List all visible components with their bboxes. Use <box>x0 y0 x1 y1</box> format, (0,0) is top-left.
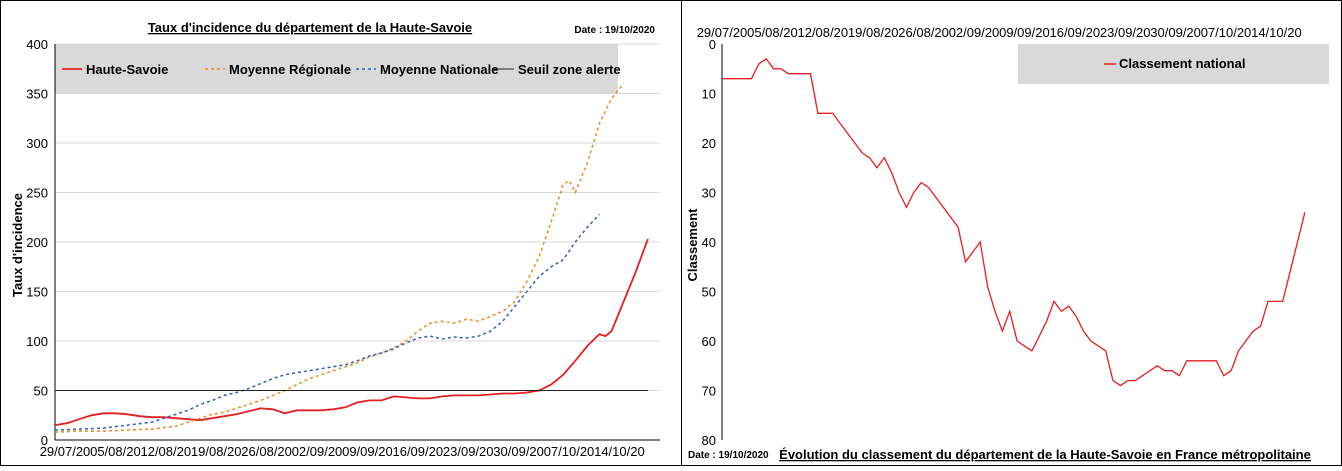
left-axes: 0 50 100 150 200 250 300 350 400 29/07/20 05/08/20… <box>26 37 660 459</box>
right-y-tick-label: 50 <box>702 285 716 300</box>
right-x-tick-label: 05/08/20 <box>747 25 798 40</box>
right-axes: 0 10 20 30 40 50 60 70 80 29/07/20 05/08/20 12/08/2… <box>697 25 1302 448</box>
right-series-group <box>722 58 1306 387</box>
right-series-line-0 <box>722 58 1306 387</box>
right-legend-label: Classement national <box>1119 56 1245 71</box>
left-y-tick-label: 50 <box>34 384 48 399</box>
left-x-tick-label: 12/08/20 <box>140 444 191 459</box>
left-legend-label: Moyenne Nationale <box>380 62 498 77</box>
right-y-tick-label: 70 <box>702 384 716 399</box>
right-x-tick-label: 29/07/20 <box>697 25 748 40</box>
right-x-tick-label: 12/08/20 <box>797 25 848 40</box>
left-x-tick-label: 26/08/20 <box>241 444 292 459</box>
right-x-tick-label: 02/09/20 <box>949 25 1000 40</box>
left-x-tick-label: 19/08/20 <box>191 444 242 459</box>
left-x-tick-label: 29/07/20 <box>40 444 91 459</box>
left-y-tick-label: 250 <box>26 186 48 201</box>
left-y-tick-label: 200 <box>26 235 48 250</box>
left-legend-background <box>55 44 618 94</box>
right-x-tick-label: 23/09/20 <box>1100 25 1151 40</box>
right-legend: Classement national <box>1018 44 1329 84</box>
left-x-tick-label: 16/09/20 <box>392 444 443 459</box>
left-y-tick-label: 150 <box>26 285 48 300</box>
right-x-tick-label: 14/10/20 <box>1251 25 1302 40</box>
left-legend-label: Haute-Savoie <box>86 62 168 77</box>
right-x-tick-label: 26/08/20 <box>898 25 949 40</box>
left-y-tick-label: 400 <box>26 37 48 52</box>
left-legend-label: Moyenne Régionale <box>229 62 351 77</box>
right-x-tick-label: 09/09/20 <box>999 25 1050 40</box>
left-y-tick-label: 100 <box>26 334 48 349</box>
right-x-tick-label: 19/08/20 <box>848 25 899 40</box>
right-y-tick-label: 10 <box>702 87 716 102</box>
left-x-tick-label: 09/09/20 <box>342 444 393 459</box>
right-y-tick-label: 80 <box>702 433 716 448</box>
right-x-tick-label: 16/09/20 <box>1049 25 1100 40</box>
left-chart-date: Date : 19/10/2020 <box>574 25 655 36</box>
left-legend: Haute-Savoie Moyenne Régionale Moyenne Nat… <box>55 44 621 94</box>
right-chart-footer-title: Évolution du classement du département d… <box>779 447 1311 462</box>
right-x-tick-label: 07/10/20 <box>1201 25 1252 40</box>
left-series-line-0 <box>54 238 649 426</box>
right-y-tick-label: 30 <box>702 186 716 201</box>
left-chart-title: Taux d'incidence du département de la Ha… <box>148 20 472 35</box>
right-y-tick-label: 20 <box>702 136 716 151</box>
left-y-axis-label: Taux d'incidence <box>10 193 25 297</box>
left-y-tick-label: 350 <box>26 87 48 102</box>
left-series-line-2 <box>54 213 601 431</box>
left-legend-label: Seuil zone alerte <box>518 62 621 77</box>
right-y-tick-label: 0 <box>709 37 716 52</box>
left-series-group <box>54 83 649 433</box>
right-y-tick-label: 40 <box>702 235 716 250</box>
right-legend-background <box>1018 44 1329 84</box>
left-x-tick-label: 30/09/20 <box>493 444 544 459</box>
left-x-tick-label: 02/09/20 <box>292 444 343 459</box>
right-y-axis-label: Classement <box>685 208 700 282</box>
left-y-tick-label: 0 <box>41 433 48 448</box>
right-y-tick-label: 60 <box>702 334 716 349</box>
left-x-tick-label: 14/10/20 <box>594 444 645 459</box>
right-chart-date: Date : 19/10/2020 <box>688 450 769 461</box>
left-x-tick-label: 05/08/20 <box>90 444 141 459</box>
left-y-tick-label: 300 <box>26 136 48 151</box>
left-x-tick-label: 07/10/20 <box>544 444 595 459</box>
left-x-tick-label: 23/09/20 <box>443 444 494 459</box>
right-x-tick-label: 30/09/20 <box>1150 25 1201 40</box>
